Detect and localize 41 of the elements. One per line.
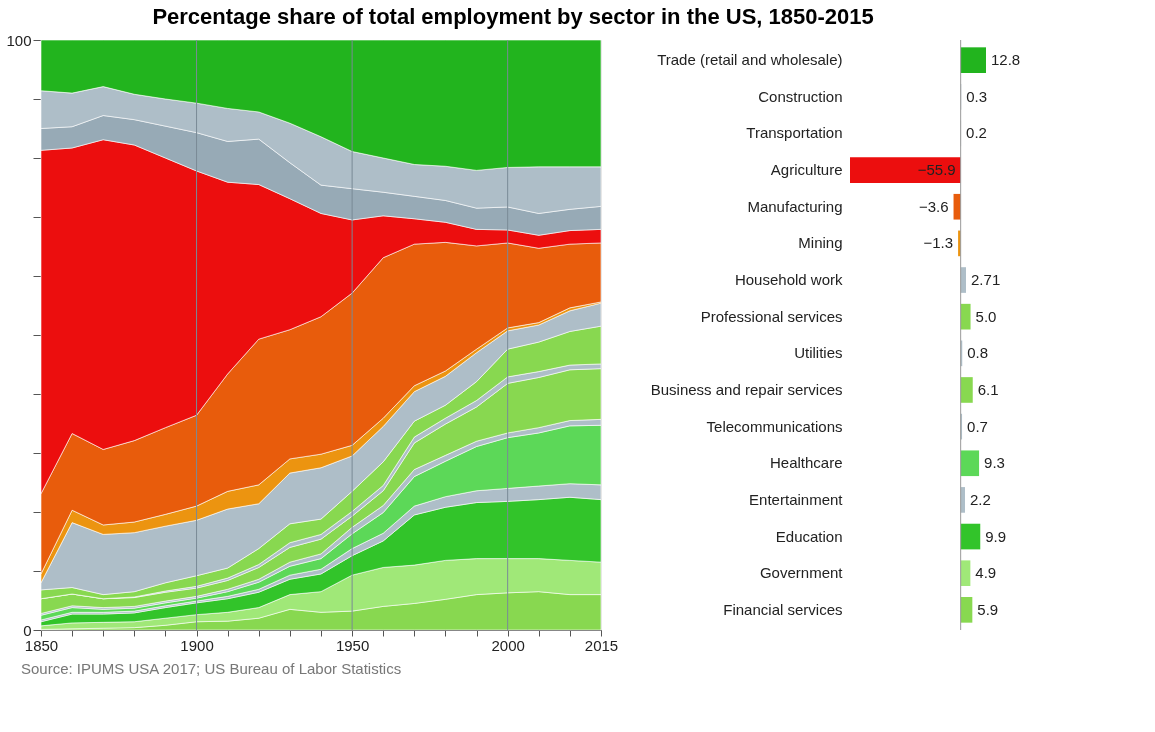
x-tick-label: 1850 <box>24 636 59 654</box>
y-tick-label: Agriculture <box>770 161 843 179</box>
x-tick-label: 2000 <box>491 636 525 654</box>
data-label: 2.2 <box>970 490 991 508</box>
data-label: 2.71 <box>971 271 1001 289</box>
data-label: 0.2 <box>966 124 987 142</box>
y-tick-label: Business and repair services <box>650 380 843 398</box>
x-tick-label: 1900 <box>180 636 214 654</box>
data-label: −55.9 <box>917 161 956 179</box>
y-tick-label: Mining <box>798 234 843 252</box>
data-label: 9.3 <box>984 454 1005 472</box>
data-label: 0.3 <box>966 87 988 105</box>
y-tick-label: Trade (retail and wholesale) <box>657 51 843 69</box>
x-tick-label: 1950 <box>335 636 370 654</box>
data-label: −3.6 <box>918 197 949 215</box>
y-tick-label: Healthcare <box>769 454 843 472</box>
data-label: 5.0 <box>975 307 997 325</box>
y-tick-label: Government <box>759 564 844 582</box>
y-tick-label: 0 <box>23 621 32 639</box>
y-tick-label: Financial services <box>723 600 843 618</box>
data-label: 0.8 <box>967 344 989 362</box>
source-note: Source: IPUMS USA 2017; US Bureau of Labor Statistics <box>21 660 402 677</box>
data-label: 9.9 <box>985 527 1007 545</box>
y-tick-label: Utilities <box>794 344 843 362</box>
y-tick-label: Entertainment <box>749 490 844 508</box>
data-label: 6.1 <box>977 380 999 398</box>
y-tick-label: Telecommunications <box>706 417 843 435</box>
y-tick-label: Household work <box>734 271 843 289</box>
y-tick-label: Construction <box>758 87 843 105</box>
x-tick-label: 2015 <box>584 636 619 654</box>
y-tick-label: Professional services <box>700 307 843 325</box>
data-label: −1.3 <box>923 234 954 252</box>
data-label: 4.9 <box>975 564 997 582</box>
data-label: 12.8 <box>991 51 1021 69</box>
data-label: 5.9 <box>977 600 999 618</box>
data-label: 0.7 <box>967 417 988 435</box>
y-tick-label: 100 <box>6 31 32 49</box>
y-tick-label: Education <box>775 527 843 545</box>
chart-title: Percentage share of total employment by sector in the US, 1850-2015 <box>152 3 874 29</box>
y-tick-label: Transportation <box>746 124 843 142</box>
y-tick-label: Manufacturing <box>747 197 843 215</box>
